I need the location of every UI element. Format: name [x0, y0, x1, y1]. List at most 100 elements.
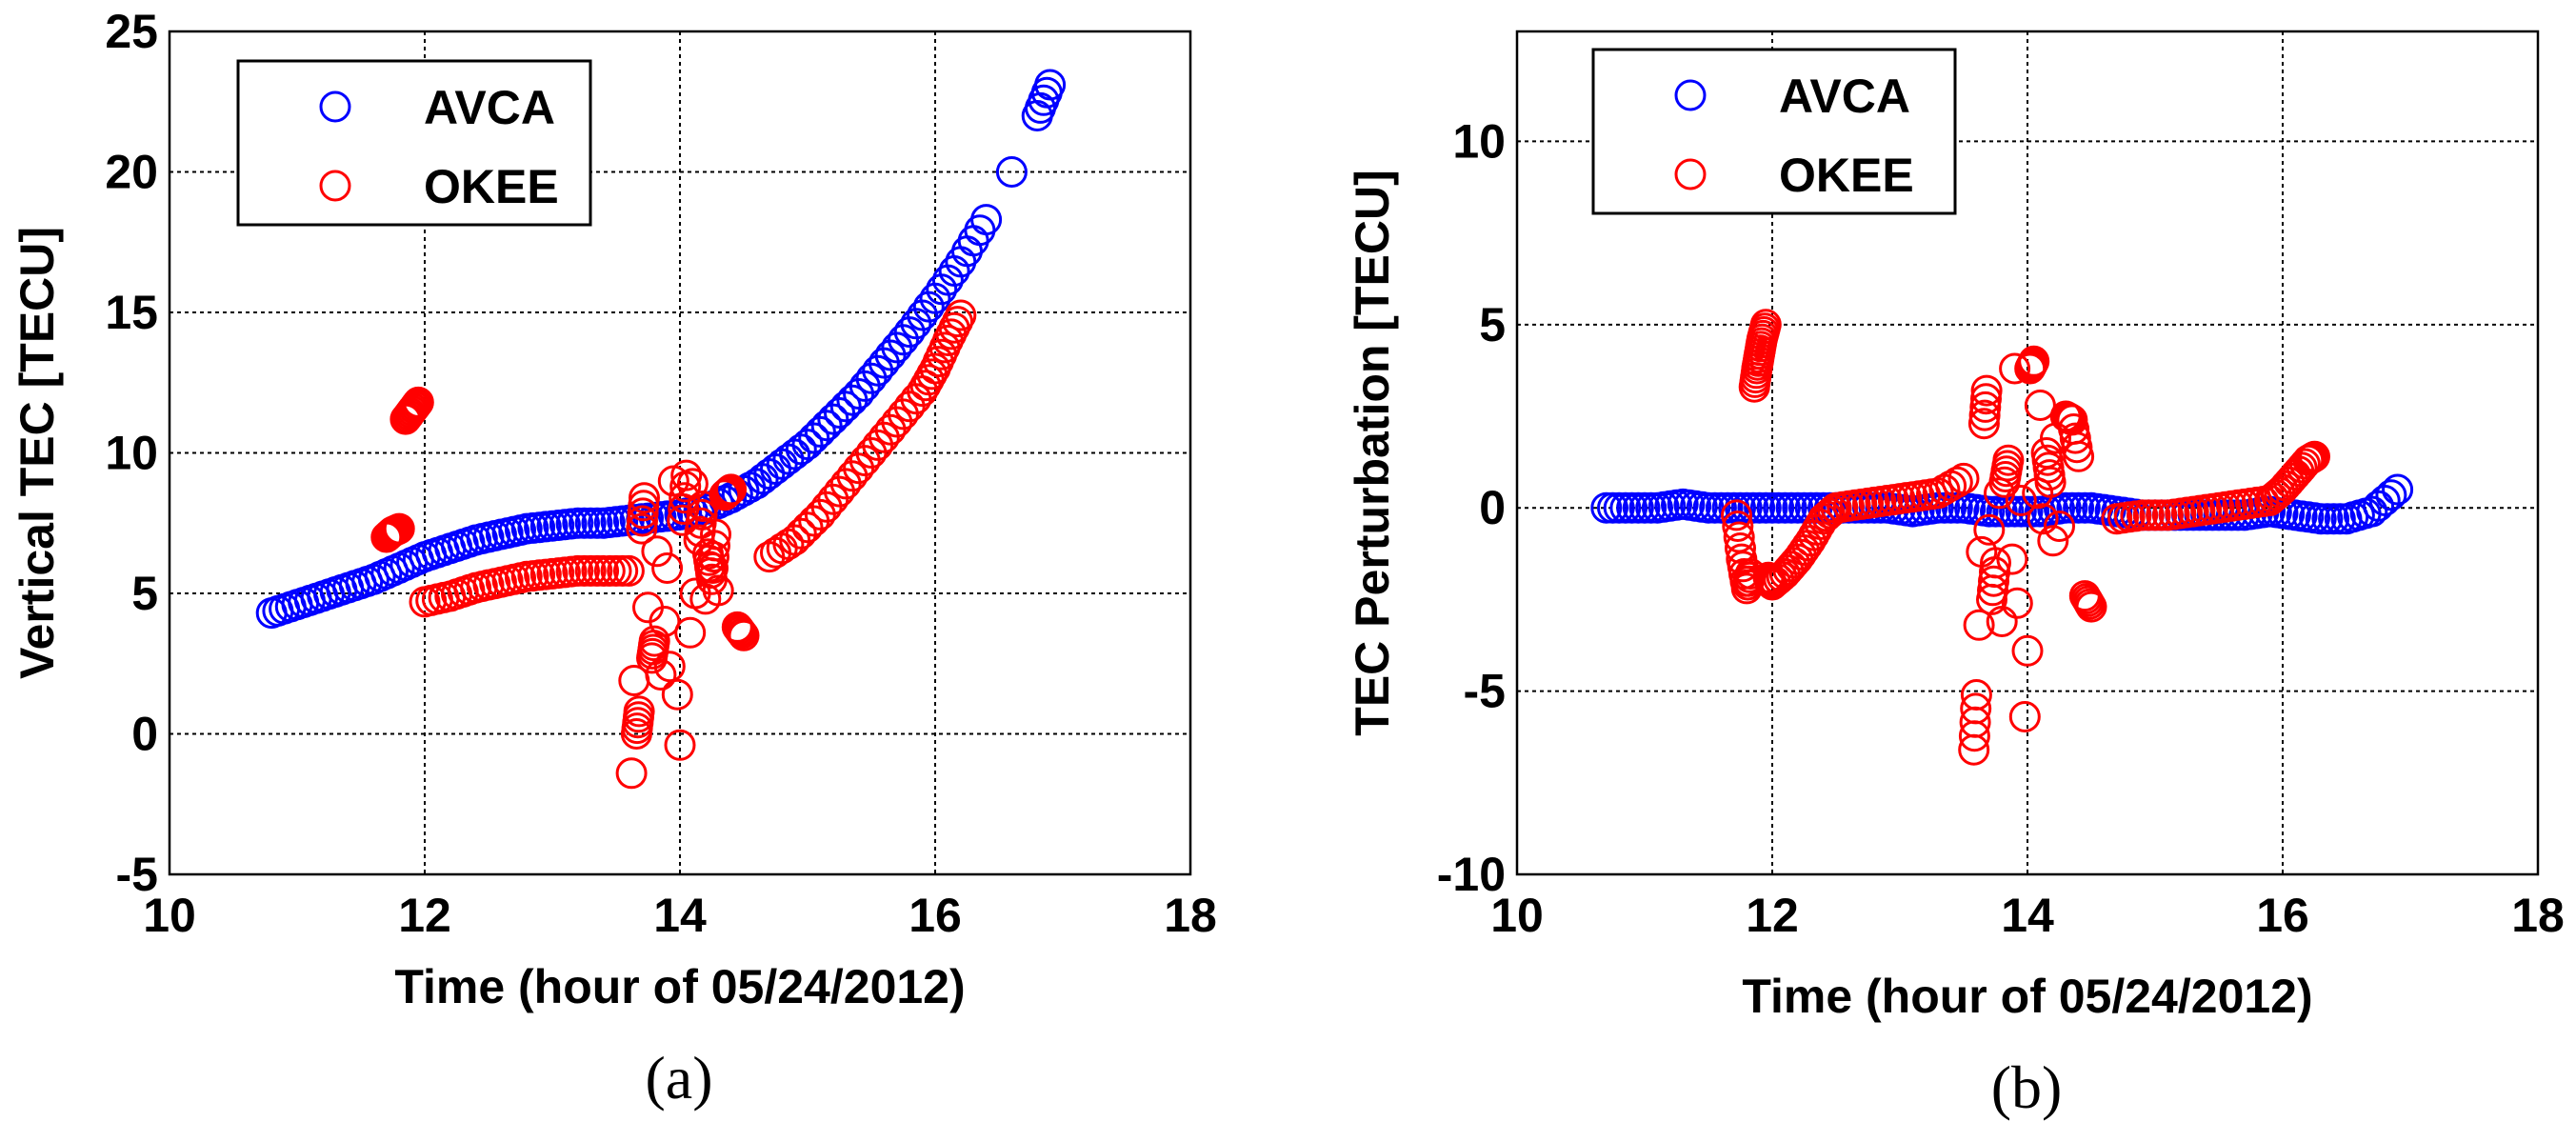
point-okee-a: [627, 505, 658, 537]
x-tick-label-a: 18: [1164, 889, 1217, 942]
point-okee-a: [942, 306, 973, 338]
point-avca-a: [824, 397, 855, 429]
x-tick-label-b: 18: [2511, 889, 2565, 942]
point-okee-b: [2063, 440, 2095, 472]
point-okee-a: [715, 473, 748, 506]
point-okee-a: [674, 616, 707, 649]
y-axis-title-a: Vertical TEC [TECU]: [10, 227, 64, 679]
point-okee-a: [645, 659, 677, 691]
point-okee-a: [702, 574, 734, 607]
point-okee-b: [2027, 503, 2059, 535]
x-tick-label-b: 16: [2256, 889, 2309, 942]
y-tick-label-b: 5: [1479, 298, 1506, 351]
point-okee-a: [726, 617, 758, 650]
point-okee-b: [2008, 701, 2041, 732]
point-okee-a: [612, 554, 645, 587]
point-okee-a: [699, 530, 730, 562]
point-okee-b: [1722, 511, 1754, 542]
x-tick-label-a: 14: [653, 889, 707, 942]
y-tick-label-a: 15: [105, 286, 158, 339]
point-okee-b: [1978, 565, 2009, 597]
point-okee-b: [1970, 383, 2002, 415]
legend-marker-okee-b: [1674, 158, 1707, 190]
point-okee-b: [1721, 499, 1752, 531]
point-okee-a: [698, 541, 729, 573]
y-tick-label-a: 0: [131, 708, 158, 761]
y-tick-label-a: 5: [131, 567, 158, 620]
y-tick-label-b: -10: [1437, 848, 1506, 901]
point-avca-a: [1034, 69, 1067, 101]
point-okee-b: [1999, 352, 2031, 385]
point-okee-a: [721, 611, 753, 643]
point-okee-a: [779, 524, 811, 556]
point-okee-a: [638, 625, 670, 657]
point-okee-a: [649, 606, 681, 637]
point-avca-a: [798, 422, 830, 454]
point-okee-a: [785, 517, 817, 550]
y-tick-label-b: 0: [1479, 481, 1506, 534]
point-okee-a: [383, 512, 415, 545]
point-okee-b: [1960, 679, 1992, 711]
x-tick-label-a: 12: [398, 889, 451, 942]
point-okee-a: [629, 482, 660, 514]
plot-frame-b: [1515, 30, 2540, 876]
point-avca-b: [2368, 485, 2401, 516]
point-okee-b: [1996, 543, 2028, 575]
point-avca-a: [804, 415, 836, 448]
legend-marker-avca-a: [319, 90, 351, 123]
point-okee-a: [623, 695, 655, 728]
point-okee-b: [1968, 399, 2001, 431]
point-okee-b: [1980, 547, 2011, 579]
point-okee-a: [791, 511, 824, 544]
point-avca-a: [957, 225, 989, 257]
point-okee-a: [402, 386, 434, 418]
y-tick-label-a: 25: [105, 5, 158, 58]
legend-b: AVCA OKEE: [1591, 48, 1957, 215]
point-avca-a: [829, 391, 862, 423]
x-tick-label-a: 10: [143, 889, 196, 942]
x-tick-label-b: 10: [1490, 889, 1544, 942]
point-okee-a: [728, 619, 760, 651]
y-tick-label-b: -5: [1464, 665, 1506, 718]
point-okee-b: [1986, 606, 2018, 637]
point-okee-a: [397, 392, 429, 425]
point-okee-a: [725, 615, 757, 648]
point-okee-a: [697, 552, 729, 584]
point-okee-b: [1970, 374, 2003, 407]
legend-label-okee-b: OKEE: [1779, 149, 1914, 202]
point-okee-b: [2299, 440, 2330, 472]
point-okee-b: [1969, 391, 2002, 423]
y-axis-title-b: TEC Perturbation [TECU]: [1346, 170, 1399, 735]
point-okee-a: [641, 535, 673, 568]
point-okee-b: [2044, 511, 2075, 542]
point-okee-a: [664, 729, 696, 761]
legend-marker-okee-a: [319, 170, 351, 202]
point-okee-b: [2075, 591, 2107, 623]
point-okee-b: [2034, 466, 2067, 498]
point-okee-b: [1973, 513, 2006, 546]
plot-frame-a: [168, 30, 1192, 876]
caption-b: (b): [1991, 1053, 2063, 1121]
point-avca-a: [995, 156, 1028, 188]
x-axis-title-b: Time (hour of 05/24/2012): [1742, 970, 2312, 1023]
point-okee-a: [653, 651, 686, 683]
point-okee-a: [700, 518, 731, 551]
x-tick-label-b: 14: [2001, 889, 2054, 942]
point-okee-b: [1947, 462, 1980, 494]
point-okee-b: [2288, 448, 2321, 480]
point-okee-b: [2011, 634, 2044, 667]
point-okee-b: [1960, 692, 1992, 725]
chart-panel-a: 10 12 14 16 18 -5 0 5 10 15 20 25 Time (hour of 05/…: [10, 5, 1217, 1112]
point-okee-b: [2005, 485, 2037, 516]
point-okee-b: [1967, 408, 2000, 440]
legend-marker-avca-b: [1674, 79, 1707, 111]
point-okee-b: [1941, 466, 1973, 498]
point-okee-b: [2001, 587, 2033, 619]
point-okee-a: [661, 678, 693, 711]
point-avca-a: [970, 204, 1003, 236]
point-avca-a: [817, 403, 849, 435]
y-tick-label-a: 10: [105, 427, 158, 480]
x-tick-label-a: 16: [909, 889, 962, 942]
legend-a: AVCA OKEE: [236, 59, 592, 227]
